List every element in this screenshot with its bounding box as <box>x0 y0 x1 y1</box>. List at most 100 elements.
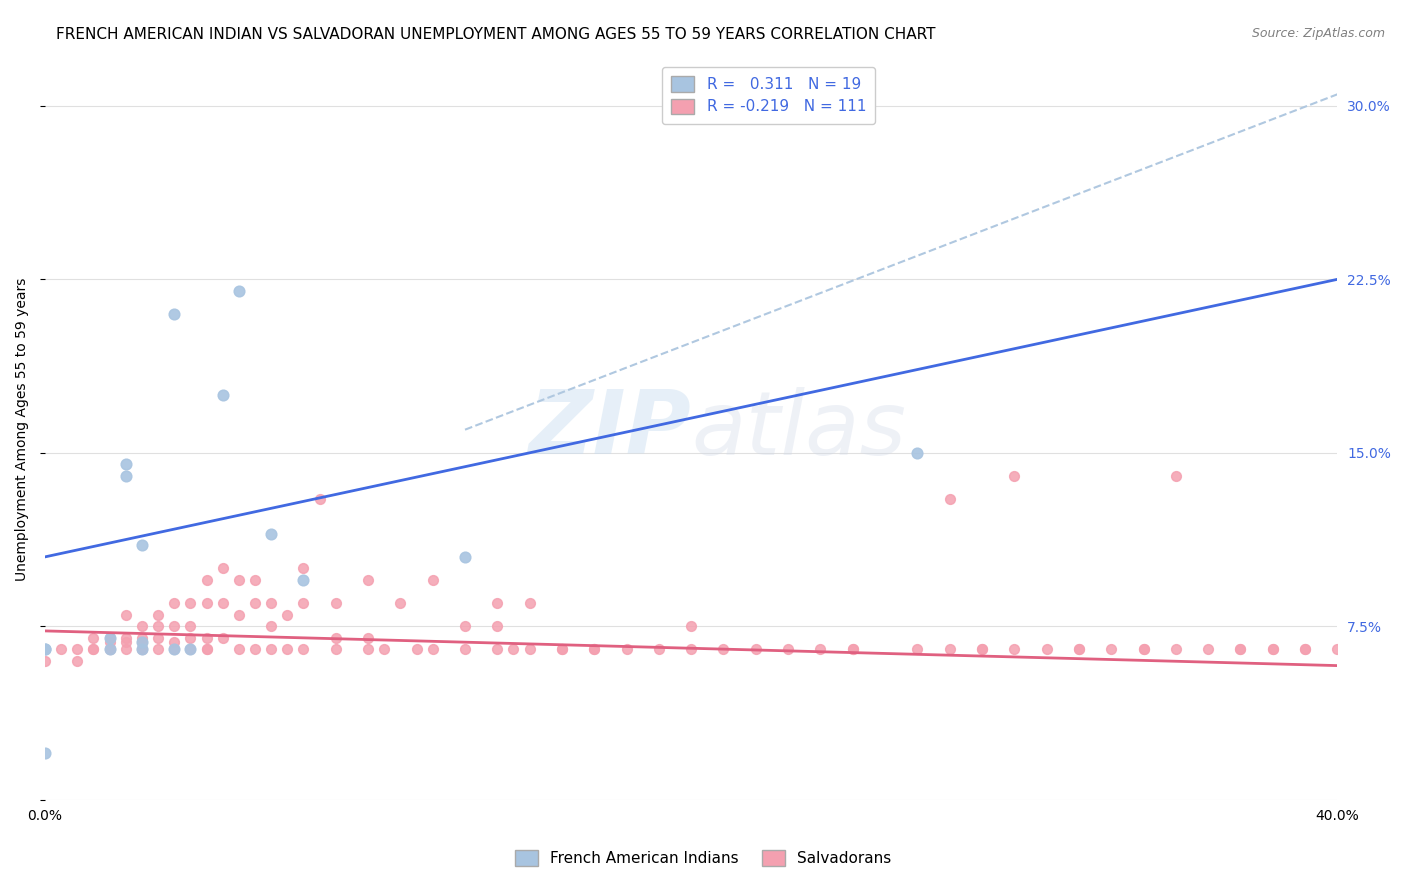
Point <box>357 631 380 645</box>
Point <box>502 642 524 657</box>
Point <box>1261 642 1284 657</box>
Point <box>146 619 169 633</box>
Point <box>1002 642 1025 657</box>
Point <box>228 642 250 657</box>
Point <box>405 642 427 657</box>
Point <box>454 642 477 657</box>
Point <box>292 561 315 575</box>
Point <box>163 307 186 321</box>
Text: atlas: atlas <box>692 386 905 473</box>
Point <box>745 642 768 657</box>
Point <box>98 635 121 649</box>
Point <box>211 388 233 402</box>
Point <box>970 642 993 657</box>
Point <box>98 642 121 657</box>
Point <box>681 619 703 633</box>
Point <box>66 642 89 657</box>
Point <box>195 642 218 657</box>
Point <box>1099 642 1122 657</box>
Point <box>648 642 671 657</box>
Point <box>357 642 380 657</box>
Point <box>260 526 283 541</box>
Point <box>1132 642 1154 657</box>
Point <box>82 642 104 657</box>
Point <box>146 642 169 657</box>
Point <box>422 573 444 587</box>
Point <box>260 642 283 657</box>
Point <box>1294 642 1316 657</box>
Point <box>34 642 56 657</box>
Point <box>131 642 153 657</box>
Point <box>131 631 153 645</box>
Point <box>551 642 574 657</box>
Point <box>1164 469 1187 483</box>
Point <box>163 619 186 633</box>
Point <box>551 642 574 657</box>
Point <box>163 642 186 657</box>
Point <box>1164 642 1187 657</box>
Point <box>905 642 928 657</box>
Point <box>179 642 201 657</box>
Text: ZIP: ZIP <box>529 386 692 473</box>
Point <box>243 596 266 610</box>
Point <box>211 631 233 645</box>
Point <box>1067 642 1090 657</box>
Point <box>98 631 121 645</box>
Point <box>146 631 169 645</box>
Point <box>82 631 104 645</box>
Point <box>1294 642 1316 657</box>
Point <box>114 458 136 472</box>
Point <box>98 642 121 657</box>
Legend: R =   0.311   N = 19, R = -0.219   N = 111: R = 0.311 N = 19, R = -0.219 N = 111 <box>662 67 875 124</box>
Point <box>842 642 865 657</box>
Legend: French American Indians, Salvadorans: French American Indians, Salvadorans <box>506 841 900 875</box>
Point <box>98 631 121 645</box>
Point <box>163 596 186 610</box>
Point <box>179 631 201 645</box>
Point <box>243 642 266 657</box>
Point <box>195 642 218 657</box>
Point <box>228 607 250 622</box>
Point <box>146 607 169 622</box>
Point <box>1067 642 1090 657</box>
Point <box>292 642 315 657</box>
Point <box>325 642 347 657</box>
Point <box>292 573 315 587</box>
Point <box>373 642 395 657</box>
Point <box>131 635 153 649</box>
Point <box>713 642 735 657</box>
Point <box>114 635 136 649</box>
Point <box>842 642 865 657</box>
Point <box>422 642 444 657</box>
Y-axis label: Unemployment Among Ages 55 to 59 years: Unemployment Among Ages 55 to 59 years <box>15 278 30 582</box>
Point <box>114 642 136 657</box>
Point <box>179 619 201 633</box>
Point <box>1229 642 1251 657</box>
Point <box>179 642 201 657</box>
Point <box>163 642 186 657</box>
Text: FRENCH AMERICAN INDIAN VS SALVADORAN UNEMPLOYMENT AMONG AGES 55 TO 59 YEARS CORR: FRENCH AMERICAN INDIAN VS SALVADORAN UNE… <box>56 27 936 42</box>
Point <box>938 491 960 506</box>
Point <box>486 596 509 610</box>
Point <box>163 635 186 649</box>
Point <box>1229 642 1251 657</box>
Point <box>228 573 250 587</box>
Point <box>810 642 832 657</box>
Point <box>243 573 266 587</box>
Point <box>1326 642 1348 657</box>
Point <box>131 642 153 657</box>
Point <box>131 619 153 633</box>
Point <box>681 642 703 657</box>
Point <box>66 654 89 668</box>
Point <box>325 631 347 645</box>
Point <box>938 642 960 657</box>
Point <box>131 642 153 657</box>
Point <box>1261 642 1284 657</box>
Point <box>325 596 347 610</box>
Point <box>195 631 218 645</box>
Point <box>454 549 477 564</box>
Point <box>583 642 606 657</box>
Point <box>131 538 153 552</box>
Point <box>454 619 477 633</box>
Point <box>905 446 928 460</box>
